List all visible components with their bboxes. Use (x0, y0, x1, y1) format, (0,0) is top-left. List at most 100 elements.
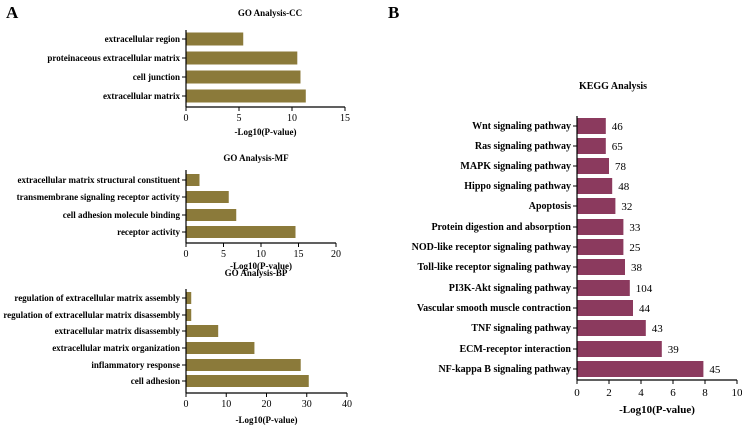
x-tick-label: 6 (670, 387, 676, 399)
count-label: 43 (652, 323, 664, 335)
count-label: 78 (615, 161, 627, 173)
x-tick-label: 0 (184, 249, 189, 260)
category-label: Toll-like receptor signaling pathway (418, 262, 571, 273)
x-tick-label: 5 (221, 249, 226, 260)
x-tick-label: 10 (256, 249, 266, 260)
count-label: 45 (709, 364, 721, 376)
category-label: receptor activity (117, 227, 180, 237)
count-label: 104 (636, 283, 653, 295)
bar (186, 51, 298, 65)
bar (186, 70, 301, 84)
bar (186, 191, 229, 203)
chart-title: GO Analysis-CC (238, 8, 302, 18)
x-tick-label: 20 (331, 249, 341, 260)
category-label: ECM-receptor interaction (459, 344, 571, 355)
chart-title: GO Analysis-MF (223, 153, 289, 163)
category-label: NF-kappa B signaling pathway (438, 364, 571, 375)
bar (577, 219, 624, 235)
chart-title: GO Analysis-BP (225, 268, 288, 278)
bar (186, 292, 192, 304)
chart-go-mf: GO Analysis-MF extracellular matrix struc… (17, 153, 341, 271)
x-tick-label: 40 (342, 399, 352, 410)
category-label: inflammatory response (91, 360, 180, 370)
bar (577, 198, 616, 214)
bar (577, 361, 704, 377)
x-tick-label: 15 (340, 113, 350, 124)
bar (577, 300, 633, 316)
panel-label-B: B (388, 3, 399, 22)
category-label: PI3K-Akt signaling pathway (449, 283, 571, 294)
x-tick-label: 0 (184, 113, 189, 124)
x-axis-title: -Log10(P-value) (236, 415, 298, 425)
bar (186, 375, 309, 387)
count-label: 44 (639, 303, 651, 315)
category-label: MAPK signaling pathway (460, 161, 571, 172)
category-label: Ras signaling pathway (475, 141, 571, 152)
chart-go-bp: GO Analysis-BP regulation of extracellula… (3, 268, 352, 425)
chart-go-cc: A GO Analysis-CC extracellular region prote… (6, 3, 350, 137)
x-tick-label: 15 (294, 249, 304, 260)
x-axis-title: -Log10(P-value) (235, 127, 297, 137)
bar (577, 118, 606, 134)
x-tick-label: 20 (262, 399, 272, 410)
x-tick-label: 10 (732, 387, 742, 399)
category-label: NOD-like receptor signaling pathway (412, 242, 571, 253)
category-label: proteinaceous extracellular matrix (47, 53, 180, 63)
x-tick-label: 0 (574, 387, 580, 399)
bar (186, 359, 301, 371)
bar (186, 226, 296, 238)
x-tick-label: 4 (638, 387, 644, 399)
panel-label-A: A (6, 3, 19, 22)
category-label: regulation of extracellular matrix assem… (14, 293, 180, 303)
count-label: 25 (629, 242, 641, 254)
x-tick-label: 0 (184, 399, 189, 410)
chart-title: KEGG Analysis (579, 81, 647, 92)
category-label: extracellular matrix structural constitu… (17, 175, 180, 185)
category-label: Hippo signaling pathway (464, 181, 571, 192)
count-label: 33 (629, 222, 641, 234)
bar (577, 341, 662, 357)
bar (577, 280, 630, 296)
count-label: 46 (612, 121, 624, 133)
bar (577, 259, 625, 275)
bar (577, 239, 624, 255)
bar (577, 158, 609, 174)
count-label: 39 (668, 344, 680, 356)
x-tick-label: 2 (606, 387, 612, 399)
bar (186, 309, 192, 321)
count-label: 38 (631, 262, 643, 274)
x-tick-label: 8 (702, 387, 708, 399)
bar (577, 320, 646, 336)
category-label: Protein digestion and absorption (431, 222, 571, 233)
x-tick-label: 10 (287, 113, 297, 124)
bar (186, 89, 306, 103)
bar (577, 138, 606, 154)
bar (186, 325, 219, 337)
category-label: cell adhesion molecule binding (63, 210, 181, 220)
bar (186, 174, 200, 186)
x-tick-label: 30 (302, 399, 312, 410)
category-label: extracellular region (105, 34, 180, 44)
category-label: cell junction (133, 72, 180, 82)
category-label: TNF signaling pathway (471, 323, 571, 334)
x-axis-title: -Log10(P-value) (230, 261, 292, 271)
bar (577, 178, 613, 194)
bar (186, 342, 255, 354)
bar (186, 32, 244, 46)
category-label: extracellular matrix (103, 91, 181, 101)
category-label: extracellular matrix organization (52, 343, 180, 353)
category-label: Wnt signaling pathway (472, 121, 571, 132)
bar (186, 209, 237, 221)
category-label: regulation of extracellular matrix disas… (3, 310, 180, 320)
category-label: cell adhesion (131, 376, 180, 386)
count-label: 32 (621, 201, 632, 213)
category-label: extracellular matrix disassembly (55, 326, 181, 336)
count-label: 48 (618, 181, 630, 193)
x-tick-label: 5 (237, 113, 242, 124)
x-axis-title: -Log10(P-value) (619, 404, 695, 416)
category-label: transmembrane signaling receptor activit… (17, 192, 181, 202)
x-tick-label: 10 (221, 399, 231, 410)
category-label: Apoptosis (529, 201, 571, 212)
